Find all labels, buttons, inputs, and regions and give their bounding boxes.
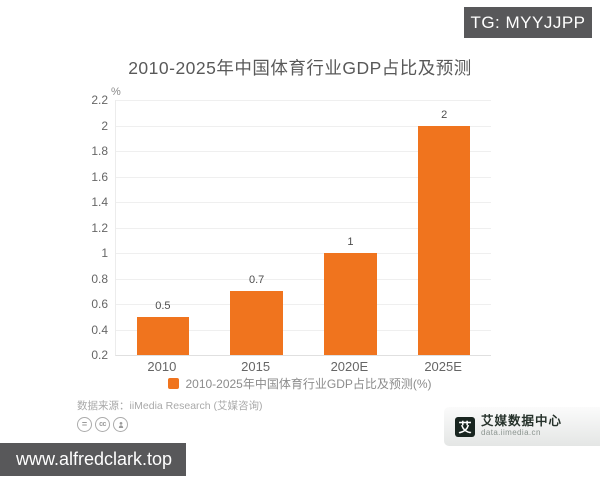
- bar-2025E: 2: [417, 109, 471, 355]
- y-tick-label: 1.8: [91, 144, 108, 158]
- y-tick-label: 0.4: [91, 322, 108, 337]
- y-tick-label: 1.4: [91, 195, 108, 209]
- cc-icon: cc: [95, 417, 110, 432]
- iimedia-brand-name: 艾媒数据中心: [481, 414, 563, 429]
- gridline: [116, 329, 491, 331]
- bar-2020E: 1: [324, 236, 377, 355]
- gridline: [116, 304, 491, 305]
- legend: 2010-2025年中国体育行业GDP占比及预测(%): [0, 375, 600, 392]
- x-tick-label: 2010: [147, 359, 177, 374]
- gridline: [116, 151, 491, 152]
- bar-slot: 1: [304, 100, 398, 355]
- cc-by-icon: [113, 417, 128, 432]
- y-tick-label: 2: [101, 118, 108, 133]
- iimedia-logo-icon: 艾: [455, 416, 475, 437]
- y-tick-label: 0.8: [91, 271, 108, 286]
- bar-value-label: 1: [347, 236, 354, 248]
- y-axis: 0.2 0.4 0.6 0.8 1 1.2 1.4 1.6 1.8 2 2.2: [58, 93, 108, 362]
- legend-swatch: [168, 378, 180, 389]
- bar-2015: 0.7: [230, 274, 283, 355]
- y-tick-label: 1: [101, 246, 108, 260]
- gridline: [116, 278, 491, 280]
- bar-slot: 0.5: [116, 100, 210, 355]
- plot-area: 0.5 0.7 1 2: [115, 100, 491, 356]
- cc-nd-icon: =: [77, 417, 92, 432]
- y-tick-label: 0.2: [91, 348, 108, 362]
- bar-value-label: 0.5: [155, 299, 171, 312]
- bar-2010: 0.5: [136, 300, 190, 355]
- y-tick-label: 1.6: [91, 169, 108, 184]
- y-tick-label: 2.2: [91, 93, 108, 107]
- source-text: 数据来源：iiMedia Research (艾媒咨询): [77, 400, 263, 412]
- tg-watermark-badge: TG: MYYJJPP: [464, 7, 592, 38]
- site-watermark-badge: www.alfredclark.top: [0, 443, 186, 476]
- x-tick-label: 2025E: [424, 359, 462, 374]
- y-tick-label: 1.2: [91, 220, 108, 235]
- tg-watermark-text: TG: MYYJJPP: [470, 12, 586, 32]
- iimedia-brand-url: data.iimedia.cn: [481, 428, 541, 438]
- x-tick-label: 2020E: [330, 359, 369, 374]
- iimedia-brand: 艾 艾媒数据中心 data.iimedia.cn: [444, 407, 600, 446]
- bar-value-label: 2: [441, 108, 448, 121]
- gridline: [116, 100, 491, 101]
- x-tick-label: 2015: [241, 359, 271, 374]
- bar-value-label: 0.7: [248, 274, 265, 287]
- cc-license-icons: = cc: [77, 417, 128, 432]
- bar-slot: 0.7: [210, 100, 304, 355]
- legend-label: 2010-2025年中国体育行业GDP占比及预测(%): [185, 377, 432, 391]
- gridline: [116, 227, 491, 229]
- x-axis: 2010 2015 2020E 2025E: [115, 359, 490, 374]
- y-tick-label: 0.6: [91, 297, 108, 311]
- bar-slot: 2: [397, 100, 491, 355]
- gridline: [116, 125, 491, 127]
- y-axis-unit-label: %: [111, 86, 121, 98]
- gridline: [116, 202, 491, 203]
- chart-title: 2010-2025年中国体育行业GDP占比及预测: [128, 58, 472, 78]
- gridline: [116, 253, 491, 254]
- gridline: [116, 176, 491, 178]
- site-watermark-text: www.alfredclark.top: [16, 449, 173, 469]
